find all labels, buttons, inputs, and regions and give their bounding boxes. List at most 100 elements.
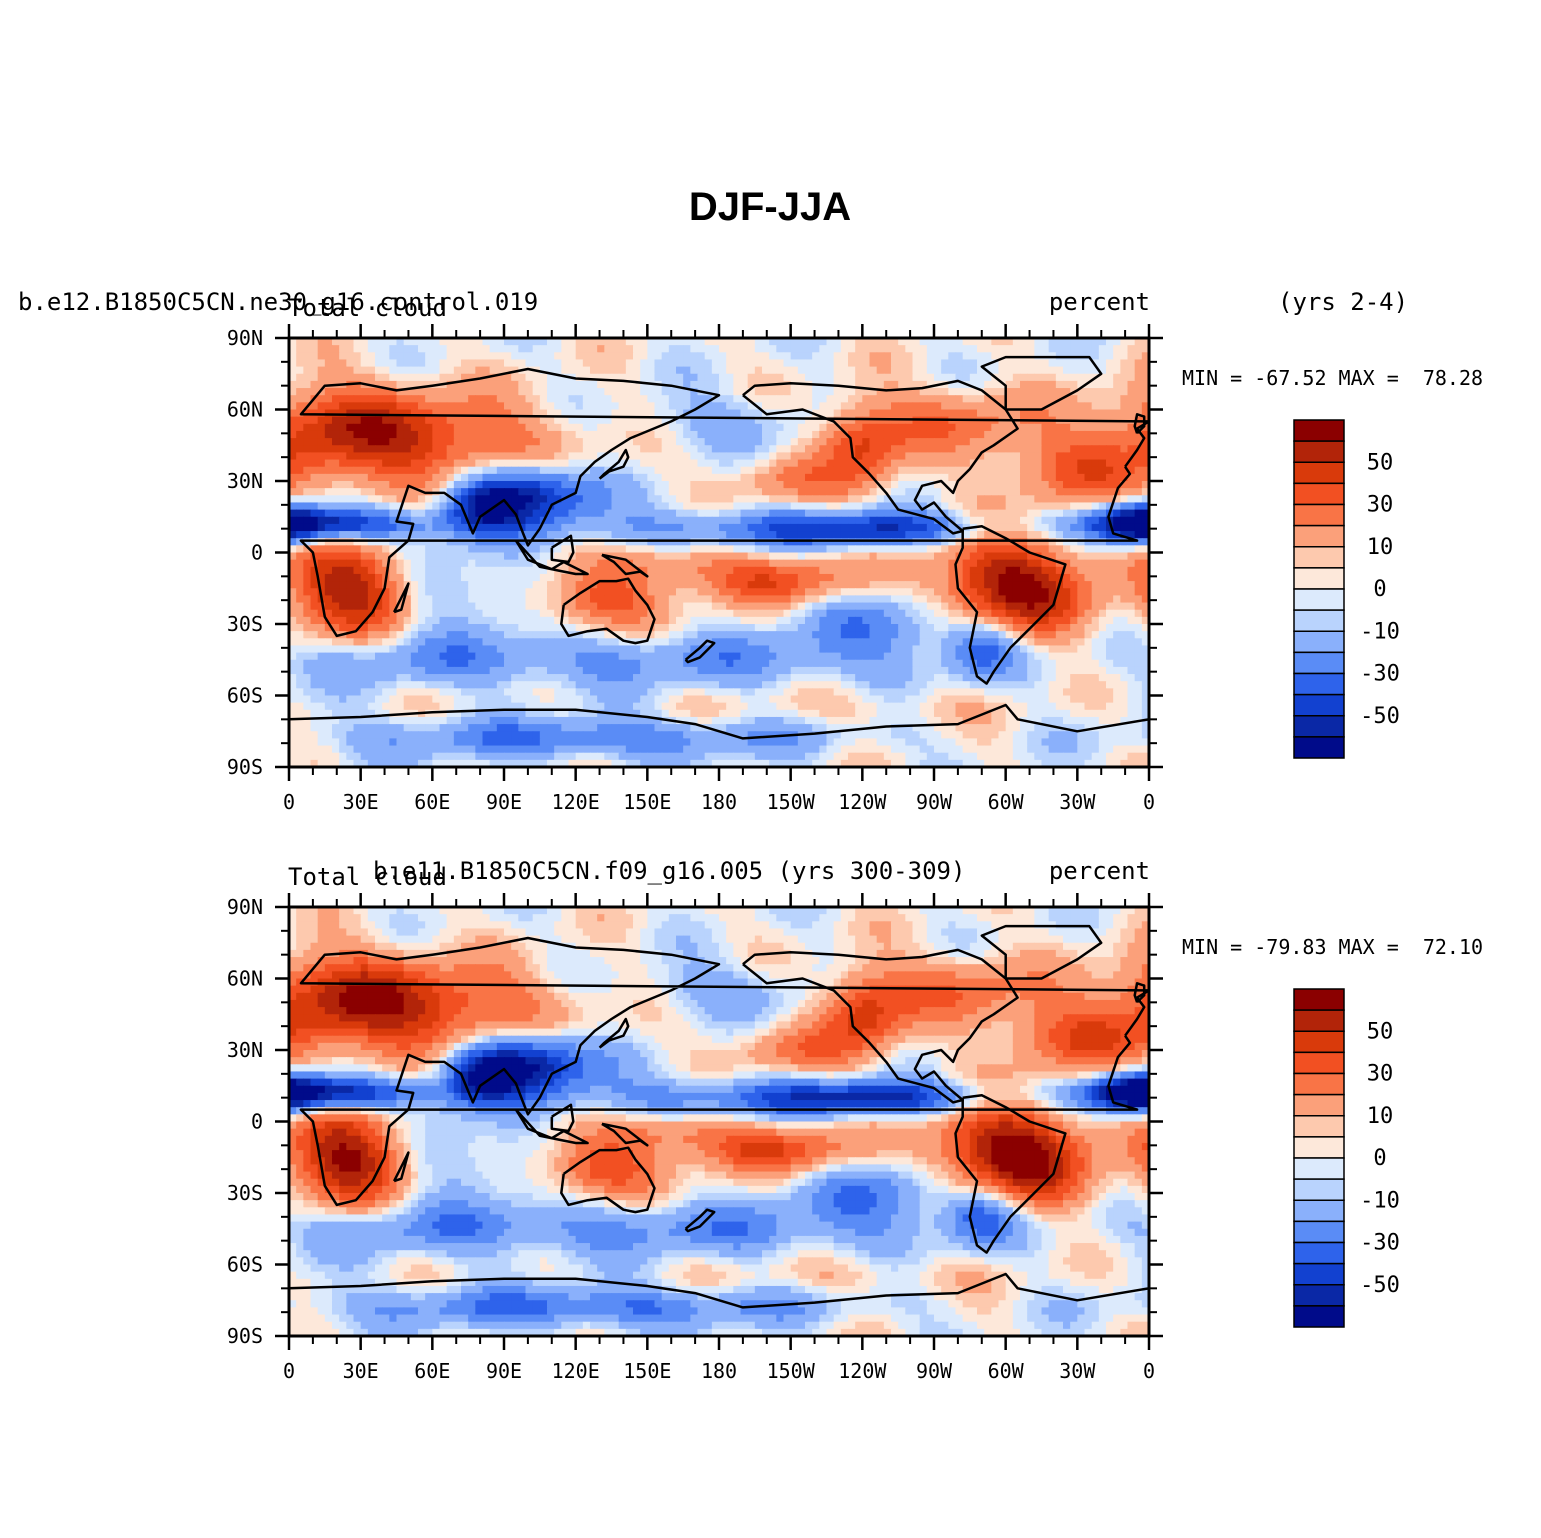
field-cell — [819, 366, 828, 375]
field-cell — [697, 459, 706, 468]
field-cell — [633, 538, 641, 546]
field-cell — [934, 523, 942, 532]
field-cell — [339, 545, 347, 554]
field-cell — [898, 531, 906, 539]
field-cell — [740, 466, 749, 475]
field-cell — [783, 352, 792, 361]
field-cell — [654, 373, 663, 382]
field-cell — [511, 345, 519, 353]
field-cell — [432, 595, 441, 604]
field-cell — [1127, 402, 1136, 411]
field-cell — [862, 538, 871, 546]
field-cell — [740, 602, 749, 611]
field-cell — [425, 459, 433, 468]
field-cell — [783, 338, 792, 346]
field-cell — [848, 466, 856, 475]
field-cell — [919, 595, 928, 604]
field-cell — [747, 631, 756, 639]
field-cell — [403, 338, 412, 346]
field-cell — [389, 609, 398, 618]
field-cell — [905, 502, 914, 511]
field-cell — [403, 352, 412, 361]
field-cell — [754, 595, 763, 604]
field-cell — [969, 438, 978, 446]
field-cell — [690, 516, 699, 525]
field-cell — [582, 509, 591, 518]
field-cell — [425, 602, 433, 611]
field-cell — [790, 409, 799, 418]
field-cell — [289, 466, 297, 475]
field-cell — [668, 481, 677, 489]
field-cell — [1020, 566, 1028, 575]
field-cell — [869, 459, 878, 468]
field-cell — [1027, 595, 1035, 604]
field-cell — [324, 395, 333, 403]
field-cell — [296, 359, 304, 368]
field-cell — [969, 616, 978, 625]
field-cell — [683, 466, 691, 475]
field-cell — [289, 366, 297, 375]
field-cell — [554, 366, 562, 375]
field-cell — [453, 559, 462, 568]
field-cell — [819, 345, 828, 353]
field-cell — [489, 380, 498, 389]
field-cell — [324, 466, 333, 475]
field-cell — [1141, 495, 1150, 504]
field-cell — [1041, 430, 1050, 439]
field-cell — [719, 523, 727, 532]
field-cell — [1041, 531, 1050, 539]
field-cell — [446, 409, 455, 418]
field-cell — [991, 466, 1000, 475]
field-cell — [676, 388, 684, 396]
field-cell — [475, 430, 484, 439]
field-cell — [819, 509, 828, 518]
field-cell — [439, 452, 448, 461]
field-cell — [790, 602, 799, 611]
field-cell — [661, 416, 670, 425]
field-cell — [1027, 373, 1035, 382]
field-cell — [432, 423, 441, 432]
field-cell — [461, 516, 469, 525]
field-cell — [461, 631, 469, 639]
field-cell — [984, 509, 992, 518]
field-cell — [625, 531, 634, 539]
field-cell — [1034, 509, 1043, 518]
field-cell — [625, 402, 634, 411]
field-cell — [1063, 423, 1071, 432]
field-cell — [640, 566, 648, 575]
field-cell — [446, 338, 455, 346]
field-cell — [511, 559, 519, 568]
field-cell — [1084, 495, 1093, 504]
field-cell — [1091, 395, 1100, 403]
field-cell — [367, 502, 376, 511]
field-cell — [690, 581, 699, 589]
field-cell — [891, 616, 899, 625]
field-cell — [482, 502, 491, 511]
field-cell — [1127, 445, 1136, 453]
field-cell — [625, 523, 634, 532]
field-cell — [339, 445, 347, 453]
field-cell — [525, 430, 534, 439]
field-cell — [1077, 509, 1086, 518]
field-cell — [711, 573, 720, 582]
field-cell — [425, 473, 433, 482]
field-cell — [934, 402, 942, 411]
field-cell — [711, 373, 720, 382]
field-cell — [1141, 352, 1150, 361]
field-cell — [575, 502, 584, 511]
field-cell — [977, 402, 985, 411]
field-cell — [840, 545, 849, 554]
field-cell — [690, 624, 699, 632]
field-cell — [869, 430, 878, 439]
field-cell — [582, 423, 591, 432]
field-cell — [1120, 566, 1129, 575]
field-cell — [360, 445, 369, 453]
field-cell — [332, 531, 340, 539]
field-cell — [812, 438, 820, 446]
field-cell — [439, 609, 448, 618]
field-cell — [625, 581, 634, 589]
field-cell — [883, 345, 892, 353]
field-cell — [704, 566, 713, 575]
field-cell — [1091, 538, 1100, 546]
field-cell — [883, 373, 892, 382]
